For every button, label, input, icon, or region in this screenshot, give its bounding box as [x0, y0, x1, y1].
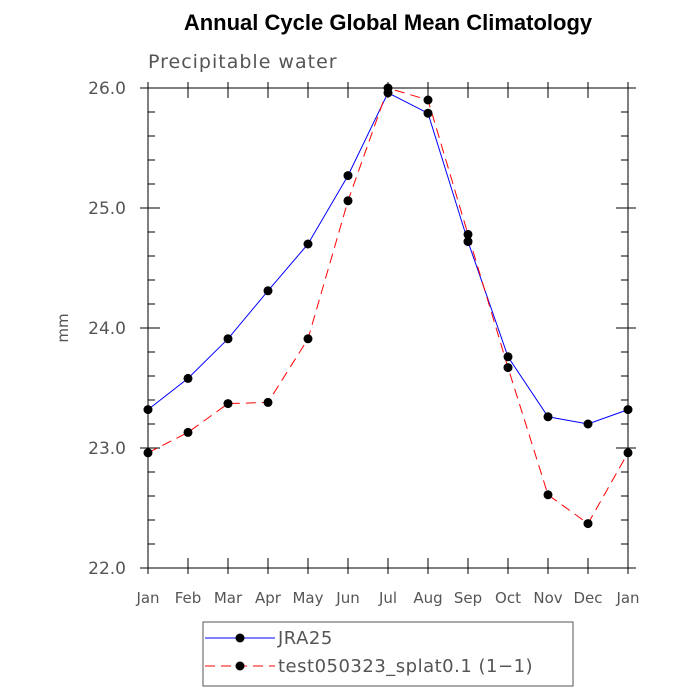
y-tick-label: 25.0: [88, 199, 126, 219]
legend-marker-jra25: [235, 633, 245, 643]
y-tick-label: 22.0: [88, 559, 126, 579]
data-point-series-1: [583, 519, 593, 529]
data-point-series-0: [303, 239, 313, 249]
data-point-series-0: [503, 352, 513, 362]
data-point-series-1: [263, 397, 273, 407]
x-tick-label: Feb: [175, 589, 202, 607]
x-tick-label: Jun: [335, 589, 359, 607]
series-layer: [143, 83, 633, 529]
x-tick-label: Jan: [135, 589, 159, 607]
data-point-series-0: [183, 373, 193, 383]
x-tick-label: Oct: [495, 589, 521, 607]
y-tick-label: 26.0: [88, 79, 126, 99]
axes-layer: Jan Feb Mar Apr May Jun Jul Aug Sep Oct Nov Dec Jan 2…: [88, 79, 639, 607]
data-point-series-0: [423, 108, 433, 118]
data-point-series-0: [623, 405, 633, 415]
data-point-series-1: [463, 229, 473, 239]
data-point-series-0: [463, 237, 473, 247]
x-tick-label: Aug: [413, 589, 442, 607]
chart-subtitle: Precipitable water: [148, 51, 338, 73]
series-line-0: [147, 92, 629, 425]
data-point-series-1: [303, 334, 313, 344]
data-point-series-1: [343, 196, 353, 206]
legend-label-jra25: JRA25: [277, 628, 333, 649]
x-tick-label: Jan: [615, 589, 639, 607]
data-point-series-0: [263, 286, 273, 296]
legend-label-test: test050323_splat0.1 (1−1): [278, 656, 533, 677]
x-tick-label: Mar: [214, 589, 243, 607]
data-point-series-1: [543, 490, 553, 500]
legend: JRA25 test050323_splat0.1 (1−1): [202, 621, 574, 687]
y-tick-label: 24.0: [88, 319, 126, 339]
series-line-1: [147, 87, 629, 525]
y-tick-label: 23.0: [88, 439, 126, 459]
data-point-series-1: [503, 363, 513, 373]
data-point-series-1: [623, 448, 633, 458]
y-axis-label: mm: [54, 313, 72, 342]
x-tick-label: Jul: [378, 589, 397, 607]
plot-frame: [147, 87, 629, 569]
x-tick-label: Dec: [573, 589, 602, 607]
data-point-series-0: [343, 171, 353, 181]
data-point-series-0: [583, 419, 593, 429]
data-point-series-0: [143, 405, 153, 415]
legend-marker-test: [235, 661, 245, 671]
x-tick-label: Sep: [454, 589, 482, 607]
data-point-series-1: [183, 427, 193, 437]
data-point-series-1: [383, 83, 393, 93]
chart-title: Annual Cycle Global Mean Climatology: [184, 10, 593, 35]
data-point-series-0: [223, 334, 233, 344]
data-point-series-0: [543, 412, 553, 422]
data-point-series-1: [423, 95, 433, 105]
legend-box: [202, 621, 574, 687]
data-point-series-1: [143, 448, 153, 458]
x-tick-label: Nov: [533, 589, 562, 607]
data-point-series-1: [223, 399, 233, 409]
x-tick-label: Apr: [255, 589, 282, 607]
x-tick-label: May: [292, 589, 323, 607]
